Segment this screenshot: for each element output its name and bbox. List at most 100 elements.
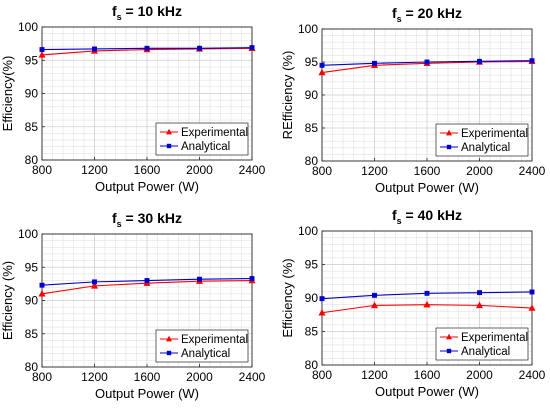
data-point-experimental [38,290,46,297]
x-axis-label: Output Power (W) [375,384,479,399]
data-point-analytical [92,46,97,52]
data-point-analytical [249,45,255,51]
legend-label: Analytical [181,348,230,360]
y-tick-label: 80 [25,153,39,167]
y-tick-label: 90 [305,88,319,102]
legend-label: Experimental [461,128,528,140]
x-tick-label: 1600 [134,370,161,384]
data-point-analytical [372,292,377,298]
x-tick-label: 1200 [361,164,388,178]
y-tick-label: 100 [18,227,38,241]
legend-marker-square [446,348,452,354]
legend-marker-square [446,144,452,150]
x-tick-label: 1200 [81,163,108,177]
x-tick-label: 2400 [239,370,266,384]
legend: Experimental Analytical [435,327,529,361]
y-tick-label: 95 [305,55,319,69]
chart-panel-3: 800 1200 1600 2000 2400 80 85 90 95 100 Output Pow… [0,210,266,401]
y-axis-label: Efficiency(%) [0,56,15,132]
data-point-experimental [370,301,379,309]
data-point-experimental [38,51,46,58]
legend-box [435,327,529,361]
legend-marker-triangle [446,333,452,340]
x-tick-label: 2000 [466,164,493,178]
x-tick-label: 1200 [361,368,388,382]
legend-label: Experimental [181,334,248,346]
x-tick-label: 2000 [186,370,213,384]
y-tick-label: 80 [305,154,319,168]
y-axis-label: REfficiency (%) [280,51,295,140]
chart-title: fs = 20 kHz [392,5,462,24]
x-tick-label: 800 [312,164,332,178]
y-tick-label: 90 [25,294,39,308]
data-point-analytical [477,290,482,296]
x-tick-label: 2400 [519,368,546,382]
chart-panel-1: 800 1200 1600 2000 2400 80 85 90 95 100 Output Pow… [0,3,266,194]
data-point-analytical [477,58,482,64]
data-point-analytical [197,276,202,282]
y-tick-label: 100 [298,22,318,36]
x-axis-label: Output Power (W) [95,386,199,401]
x-axis-label: Output Power (W) [375,180,479,195]
legend: Experimental Analytical [155,122,249,156]
x-tick-label: 2400 [239,163,266,177]
data-point-analytical [529,58,535,64]
y-tick-label: 85 [25,327,39,341]
x-tick-label: 2400 [519,164,546,178]
x-tick-label: 2000 [466,368,493,382]
legend-marker-square [166,350,172,356]
y-tick-label: 95 [25,260,39,274]
legend: Experimental Analytical [435,123,529,157]
data-point-experimental [423,300,431,308]
y-tick-label: 80 [25,360,39,374]
y-tick-label: 95 [305,258,319,272]
legend-label: Experimental [181,127,248,139]
data-point-analytical [529,289,535,295]
legend-marker-triangle [166,335,172,342]
y-axis-label: Efficiency (%) [280,258,295,337]
chart-title: fs = 30 kHz [112,210,182,229]
legend-marker-triangle [166,128,172,135]
data-point-experimental [528,304,536,311]
legend-label: Experimental [461,332,528,344]
y-tick-label: 80 [305,358,319,372]
y-tick-label: 90 [305,291,319,305]
legend: Experimental Analytical [155,329,249,363]
chart-panel-2: 800 1200 1600 2000 2400 80 85 90 95 100 Output Pow… [280,5,546,195]
y-tick-label: 85 [305,121,319,135]
x-tick-label: 1200 [81,370,108,384]
y-tick-label: 85 [25,120,39,134]
legend-box [155,122,249,156]
x-tick-label: 1600 [134,163,161,177]
data-point-analytical [319,62,325,68]
x-axis-label: Output Power (W) [95,179,199,194]
data-point-analytical [319,296,325,302]
legend-label: Analytical [181,141,230,153]
data-point-analytical [424,290,430,296]
legend-box [435,123,529,157]
x-tick-label: 1600 [414,368,441,382]
data-point-analytical [144,45,150,51]
chart-title: fs = 40 kHz [392,207,462,226]
data-point-experimental [318,68,326,76]
y-axis-label: Efficiency (%) [0,261,15,340]
data-point-analytical [39,282,45,288]
y-tick-label: 95 [25,53,39,67]
data-point-analytical [249,276,255,282]
data-point-analytical [144,278,150,284]
legend-marker-triangle [446,129,452,136]
data-point-experimental [318,308,326,316]
data-point-analytical [92,279,97,285]
data-point-experimental [90,282,99,289]
data-point-analytical [424,59,430,65]
y-tick-label: 85 [305,325,319,339]
x-tick-label: 800 [32,370,52,384]
x-tick-label: 800 [312,368,332,382]
legend-label: Analytical [461,346,510,358]
x-tick-label: 1600 [414,164,441,178]
legend-marker-square [166,143,172,149]
y-tick-label: 100 [298,224,318,238]
chart-panel-4: 800 1200 1600 2000 2400 80 85 90 95 100 Output Pow… [280,207,546,399]
chart-title: fs = 10 kHz [112,3,182,22]
